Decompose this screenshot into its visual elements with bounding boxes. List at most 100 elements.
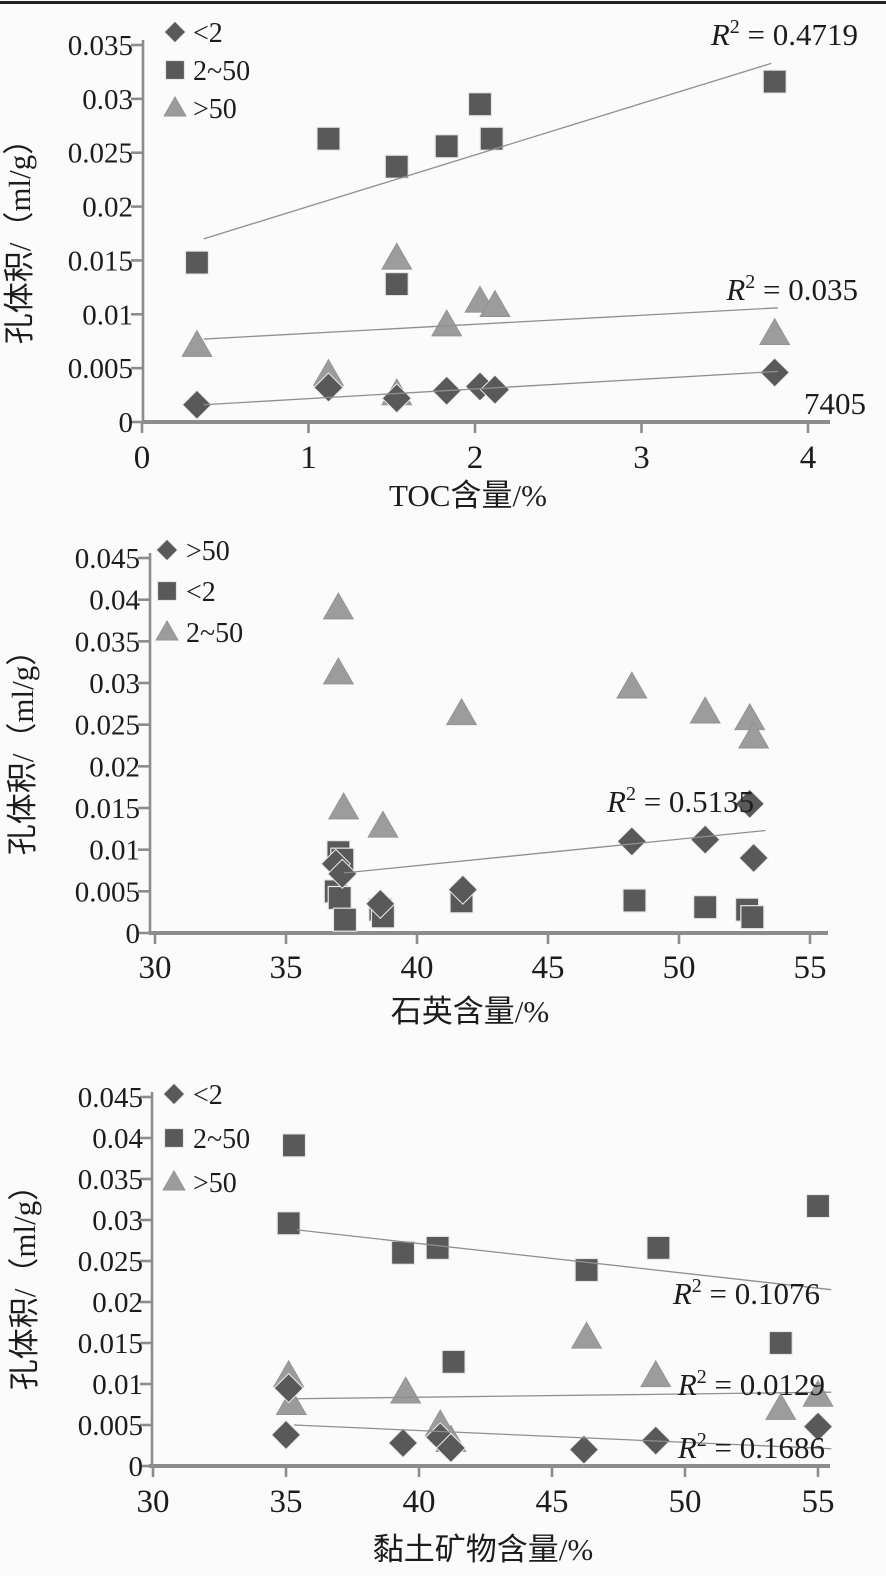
y-tick-label: 0.025 bbox=[78, 1246, 143, 1278]
data-point bbox=[273, 1372, 304, 1404]
x-axis-title: TOC含量/% bbox=[389, 478, 547, 513]
y-tick-label: 0.015 bbox=[78, 1328, 143, 1360]
data-point bbox=[574, 1257, 599, 1283]
chart-clay-canvas: 30 35 40 45 50 55 0 0.005 0.01 0.015 0.02 0.025 0.03… bbox=[7, 1080, 835, 1567]
data-point bbox=[616, 826, 648, 857]
trendlines bbox=[203, 62, 779, 406]
y-axis-title: 孔体积/（ml/g） bbox=[7, 1170, 42, 1390]
data-point bbox=[640, 1359, 672, 1388]
x-ticks: 30 35 40 45 50 55 bbox=[139, 933, 827, 986]
data-point bbox=[734, 788, 765, 820]
series-triangle bbox=[273, 1321, 834, 1452]
axes bbox=[149, 1092, 830, 1468]
data-point bbox=[740, 905, 765, 930]
page-top-border bbox=[0, 1, 886, 4]
r-squared-annotation: R2 = 0.0129 bbox=[677, 1366, 825, 1402]
x-tick-label: 35 bbox=[270, 950, 303, 986]
trendline bbox=[293, 1391, 832, 1400]
data-point bbox=[381, 383, 412, 414]
data-point bbox=[616, 671, 648, 699]
y-tick-label: 0.01 bbox=[89, 835, 140, 867]
data-point bbox=[184, 250, 210, 275]
y-tick-label: 0.045 bbox=[75, 543, 140, 575]
legend-marker-diamond bbox=[155, 538, 179, 562]
r-squared-annotation: R2 = 0.4719 bbox=[710, 16, 858, 52]
y-tick-label: 0.02 bbox=[89, 751, 140, 783]
x-tick-label: 55 bbox=[794, 950, 827, 986]
y-tick-label: 0.045 bbox=[78, 1082, 143, 1114]
data-point bbox=[327, 792, 360, 820]
data-point bbox=[690, 824, 721, 855]
data-point bbox=[327, 858, 358, 890]
y-tick-label: 0.04 bbox=[89, 585, 140, 617]
data-point bbox=[322, 592, 355, 620]
trendlines bbox=[293, 1229, 832, 1450]
x-tick-label: 50 bbox=[663, 950, 696, 986]
series-square bbox=[276, 1133, 831, 1374]
x-axis-title: 石英含量/% bbox=[391, 994, 549, 1029]
series-diamond bbox=[320, 788, 769, 920]
legend-label: <2 bbox=[193, 18, 223, 49]
y-tick-label: 0.04 bbox=[92, 1123, 143, 1155]
data-point bbox=[759, 357, 790, 388]
data-point bbox=[431, 309, 463, 337]
x-tick-label: 4 bbox=[800, 440, 817, 476]
data-point bbox=[381, 242, 413, 270]
annotations: R2 = 0.4719 R2 = 0.035 7405 bbox=[710, 16, 866, 421]
legend-marker-square bbox=[164, 59, 186, 81]
y-tick-label: 0.005 bbox=[75, 876, 140, 908]
data-point bbox=[762, 69, 787, 94]
legend-marker-triangle bbox=[162, 1170, 186, 1191]
y-tick-label: 0.035 bbox=[75, 626, 140, 658]
data-point bbox=[425, 1235, 450, 1260]
trendline bbox=[203, 307, 779, 340]
data-point bbox=[738, 842, 769, 874]
y-tick-label: 0.025 bbox=[75, 710, 140, 742]
legend-label: <2 bbox=[193, 1080, 223, 1111]
legend-label: >50 bbox=[193, 94, 237, 125]
data-point bbox=[313, 372, 344, 403]
y-tick-label: 0.025 bbox=[68, 138, 133, 170]
y-tick-label: 0.01 bbox=[92, 1369, 143, 1401]
y-axis-title: 孔体积/（ml/g） bbox=[5, 635, 40, 855]
data-point bbox=[367, 810, 399, 838]
series-square bbox=[323, 840, 765, 932]
x-tick-label: 45 bbox=[536, 1484, 569, 1520]
data-point bbox=[768, 1330, 793, 1356]
legend-label: >50 bbox=[193, 1168, 237, 1199]
legend-marker-diamond bbox=[163, 20, 187, 44]
legend-marker-diamond bbox=[162, 1082, 186, 1106]
data-point bbox=[390, 1240, 416, 1265]
data-point bbox=[622, 888, 647, 913]
legend-label: 2~50 bbox=[186, 618, 243, 649]
series-square bbox=[184, 69, 787, 297]
x-tick-label: 3 bbox=[633, 440, 650, 476]
y-tick-label: 0 bbox=[126, 918, 141, 950]
y-tick-label: 0 bbox=[129, 1451, 144, 1483]
y-ticks: 0 0.005 0.01 0.015 0.02 0.025 0.03 0.035 bbox=[68, 30, 143, 439]
trendline bbox=[203, 62, 772, 240]
annotations: R2 = 0.5135 bbox=[606, 783, 754, 819]
legend-label: 2~50 bbox=[193, 56, 250, 87]
data-point bbox=[693, 895, 718, 920]
legend: <2 2~50 >50 bbox=[162, 1080, 250, 1199]
legend-label: <2 bbox=[186, 577, 216, 608]
y-tick-label: 0.035 bbox=[78, 1164, 143, 1196]
data-point bbox=[332, 907, 358, 932]
chart-pore-volume-vs-quartz: 30 35 40 45 50 55 0 0.005 0.01 0.015 0.02 0.025 0.03… bbox=[0, 520, 886, 1050]
chart-pore-volume-vs-clay: 30 35 40 45 50 55 0 0.005 0.01 0.015 0.02 0.025 0.03… bbox=[0, 1050, 886, 1576]
r-squared-annotation: R2 = 0.035 bbox=[725, 271, 858, 307]
y-tick-label: 0 bbox=[119, 407, 134, 439]
trendline bbox=[293, 1424, 832, 1450]
y-tick-label: 0.03 bbox=[82, 84, 133, 116]
x-tick-label: 1 bbox=[300, 440, 317, 476]
y-tick-label: 0.02 bbox=[82, 192, 133, 224]
data-point bbox=[568, 1434, 600, 1465]
axes bbox=[148, 553, 828, 935]
data-point bbox=[435, 1432, 467, 1464]
x-tick-label: 55 bbox=[802, 1484, 835, 1520]
x-tick-label: 40 bbox=[401, 950, 434, 986]
data-point bbox=[276, 1211, 301, 1236]
x-ticks: 0 1 2 3 4 bbox=[134, 422, 817, 476]
data-points bbox=[181, 69, 791, 420]
